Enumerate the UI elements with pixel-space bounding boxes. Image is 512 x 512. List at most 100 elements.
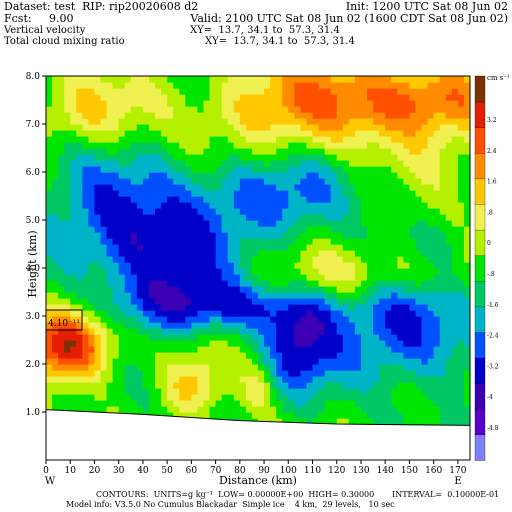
field-cell <box>173 184 180 191</box>
field-cell <box>294 244 301 251</box>
field-cell <box>227 352 235 359</box>
field-cell <box>245 100 253 107</box>
field-cell <box>167 136 174 143</box>
field-cell <box>451 418 459 425</box>
field-cell <box>227 106 235 113</box>
field-cell <box>463 418 470 425</box>
field-cell <box>391 370 398 377</box>
field-cell <box>227 130 235 137</box>
field-cell <box>106 328 114 335</box>
field-cell <box>348 250 356 257</box>
field-cell <box>94 292 102 299</box>
field-cell <box>46 178 53 185</box>
field-cell <box>161 400 168 407</box>
field-cell <box>385 130 392 137</box>
field-cell <box>373 334 380 341</box>
field-cell <box>161 394 168 401</box>
x-tick-label: 150 <box>401 466 418 476</box>
field-cell <box>100 76 108 83</box>
field-cell <box>354 136 362 143</box>
field-cell <box>306 118 314 125</box>
field-cell <box>221 394 229 401</box>
field-cell <box>130 154 138 161</box>
color-bar-swatch <box>474 357 486 384</box>
field-cell <box>64 352 71 359</box>
field-cell <box>451 364 459 371</box>
field-cell <box>451 160 459 167</box>
field-cell <box>173 130 180 137</box>
field-cell <box>463 202 470 209</box>
field-cell <box>427 406 435 413</box>
field-cell <box>373 382 380 389</box>
field-cell <box>324 400 332 407</box>
field-cell <box>76 142 83 149</box>
field-cell <box>142 166 150 173</box>
field-cell <box>463 352 470 359</box>
field-cell <box>215 298 223 305</box>
field-cell <box>112 172 120 179</box>
field-cell <box>306 400 314 407</box>
field-cell <box>197 112 205 119</box>
field-cell <box>312 382 320 389</box>
field-cell <box>227 208 235 215</box>
field-cell <box>167 214 174 221</box>
field-cell <box>76 172 83 179</box>
field-cell <box>221 196 229 203</box>
field-cell <box>373 118 380 125</box>
field-cell <box>288 94 295 101</box>
field-cell <box>258 82 265 89</box>
field-cell <box>336 406 344 413</box>
field-cell <box>312 130 320 137</box>
field-cell <box>451 202 459 209</box>
field-cell <box>409 178 417 185</box>
field-cell <box>391 352 398 359</box>
field-cell <box>385 394 392 401</box>
field-cell <box>58 310 65 317</box>
field-cell <box>336 196 344 203</box>
field-cell <box>312 244 320 251</box>
field-cell <box>94 154 102 161</box>
field-cell <box>330 364 338 371</box>
field-cell <box>70 142 77 149</box>
field-cell <box>385 178 392 185</box>
field-cell <box>106 208 114 215</box>
field-cell <box>433 394 441 401</box>
field-cell <box>70 256 77 263</box>
field-cell <box>415 142 423 149</box>
field-cell <box>215 346 223 353</box>
field-cell <box>58 406 65 413</box>
field-cell <box>264 304 271 311</box>
field-cell <box>251 310 259 317</box>
field-cell <box>324 346 332 353</box>
field-cell <box>245 394 253 401</box>
field-cell <box>203 196 211 203</box>
field-cell <box>76 322 83 329</box>
field-cell <box>130 172 138 179</box>
field-cell <box>433 238 441 245</box>
field-cell <box>142 172 150 179</box>
field-cell <box>397 160 404 167</box>
field-cell <box>179 232 186 239</box>
field-cell <box>155 268 162 275</box>
field-cell <box>354 256 362 263</box>
field-cell <box>409 256 417 263</box>
field-cell <box>185 352 192 359</box>
field-cell <box>457 262 465 269</box>
field-cell <box>239 322 247 329</box>
field-cell <box>76 274 83 281</box>
field-cell <box>421 208 429 215</box>
field-cell <box>463 364 470 371</box>
field-cell <box>167 382 174 389</box>
field-cell <box>46 250 53 257</box>
field-cell <box>427 280 435 287</box>
field-cell <box>300 148 308 155</box>
field-cell <box>148 154 156 161</box>
field-cell <box>379 238 386 245</box>
field-cell <box>433 364 441 371</box>
field-cell <box>379 172 386 179</box>
field-cell <box>373 406 380 413</box>
color-bar-swatch <box>474 383 486 410</box>
field-cell <box>209 94 217 101</box>
field-cell <box>52 100 59 107</box>
field-cell <box>403 190 411 197</box>
